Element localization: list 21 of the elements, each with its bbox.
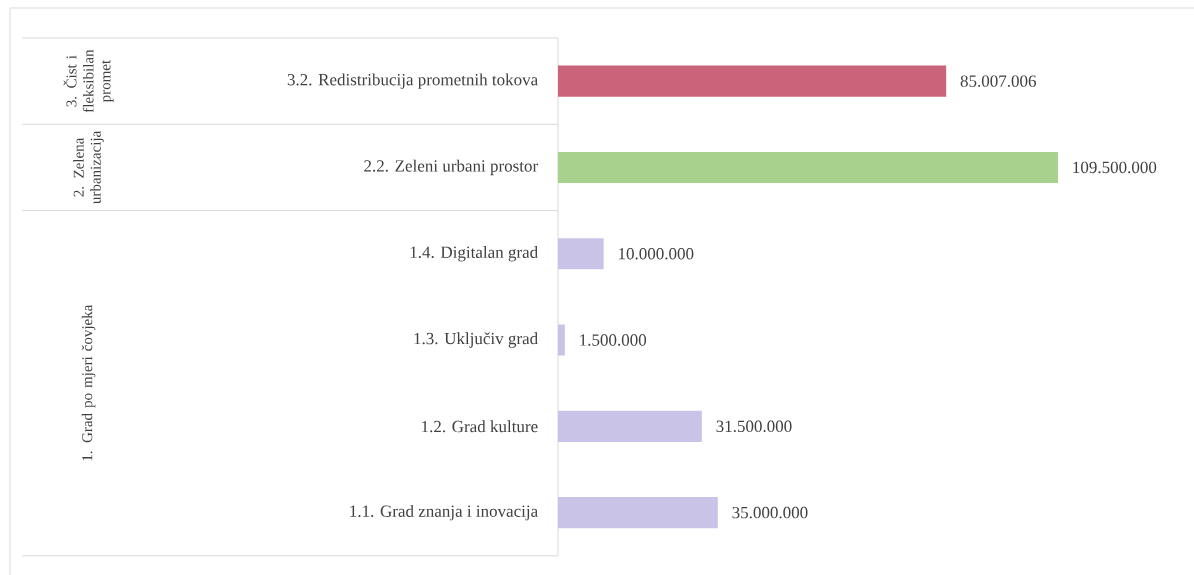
text: 3. Čist i fleksibilan promet: [63, 49, 114, 113]
y-tick-label: 1.4. Digitalan grad: [410, 246, 538, 262]
data-label: 31.500.000: [716, 420, 792, 433]
text: 1. Grad po mjeri čovjeka: [81, 304, 96, 461]
bar: [558, 65, 947, 97]
data-label: 35.000.000: [732, 506, 808, 519]
y-tick-label: 2.2. Zeleni urbani prostor: [364, 159, 538, 176]
bar: [558, 238, 604, 270]
text: 2. Zelena urbanizacija: [73, 130, 104, 204]
data-label: 109.500.000: [1073, 161, 1157, 174]
y-tick-label: 3.2. Redistribucija prometnih tokova: [287, 73, 538, 89]
data-label: 1.500.000: [580, 334, 647, 346]
y-tick-label: 1.1. Grad znanja i inovacija: [350, 504, 538, 521]
bar: [558, 151, 1058, 183]
data-label: 85.007.006: [960, 75, 1037, 87]
y-tick-label: 1.3. Uključiv grad: [414, 332, 538, 348]
data-label: 10.000.000: [619, 247, 694, 260]
y-tick-label: 1.2. Grad kulture: [422, 420, 538, 433]
bar: [558, 497, 718, 529]
bar: [558, 410, 702, 442]
bar: [558, 324, 565, 356]
